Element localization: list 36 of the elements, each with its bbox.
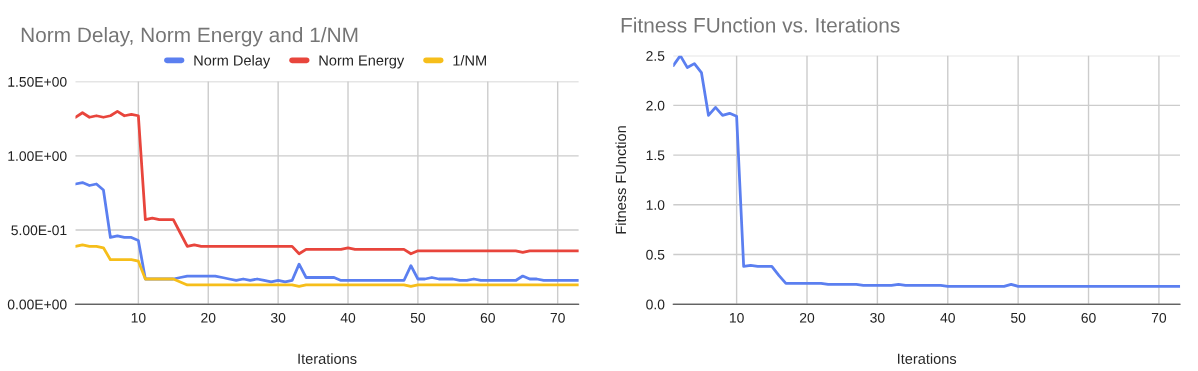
y-tick-label: 2.5 [646,50,665,61]
y-axis-title: Fitness FUnction [615,126,627,234]
y-tick-label: 0.5 [646,249,665,260]
line-series [75,243,579,288]
x-tick-label: 70 [550,312,565,323]
x-axis-title: Iterations [298,353,357,364]
chart-title: Norm Delay, Norm Energy and 1/NM [21,27,358,47]
y-tick-label: 0.0 [646,299,665,310]
x-tick-label: 60 [480,312,495,323]
x-tick-label: 40 [340,312,356,323]
x-tick-label: 20 [201,312,216,323]
x-tick-label: 70 [1151,312,1167,323]
y-tick-label: 2.0 [646,100,665,111]
x-tick-label: 10 [729,312,744,323]
x-tick-label: 60 [1081,312,1096,323]
legend-label: Norm Delay [194,54,271,69]
x-axis-title: Iterations [898,353,957,364]
y-tick-label: 1.50E+00 [8,76,67,87]
y-tick-label: 1.00E+00 [8,151,67,161]
chart-title: Fitness FUnction vs. Iterations [621,17,900,33]
x-tick-label: 50 [410,312,426,323]
legend-label: 1/NM [453,54,486,66]
legend-label: Norm Energy [319,55,405,69]
x-tick-label: 20 [799,312,815,323]
x-tick-label: 50 [1010,312,1026,323]
x-tick-label: 30 [270,312,286,323]
line-series [75,109,579,256]
x-tick-label: 40 [940,312,955,323]
y-tick-label: 5.00E-01 [11,225,67,236]
y-tick-label: 1.5 [646,150,665,161]
line-series [673,55,1181,288]
line-series [75,181,579,284]
x-tick-label: 10 [131,312,146,323]
y-tick-label: 1.0 [646,200,665,210]
x-tick-label: 30 [870,312,885,323]
y-tick-label: 0.00E+00 [7,299,67,310]
